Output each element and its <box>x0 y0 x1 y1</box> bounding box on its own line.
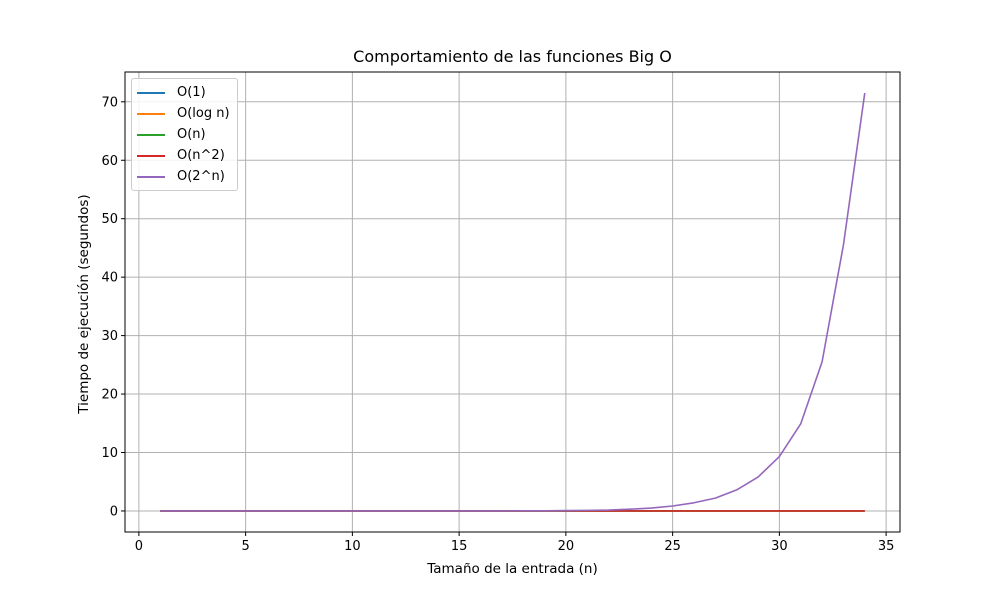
legend-item-o-n-2: O(n^2) <box>137 145 230 166</box>
x-tick-label: 20 <box>558 539 575 554</box>
x-tick-label: 35 <box>878 539 895 554</box>
y-tick-label: 60 <box>101 154 118 169</box>
y-axis-label: Tiempo de ejecución (segundos) <box>76 194 92 414</box>
x-tick-label: 10 <box>344 539 361 554</box>
legend: O(1) O(log n) O(n) O(n^2) O(2^n) <box>131 78 238 191</box>
chart-title: Comportamiento de las funciones Big O <box>353 47 672 66</box>
y-tick-label: 20 <box>101 388 118 403</box>
y-tick-label: 30 <box>101 329 118 344</box>
x-tick-label: 0 <box>135 539 143 554</box>
plot-frame <box>124 71 901 533</box>
legend-item-o-1: O(1) <box>137 82 230 103</box>
legend-swatch <box>137 133 165 136</box>
legend-label: O(1) <box>177 85 206 100</box>
x-axis-label: Tamaño de la entrada (n) <box>427 561 598 577</box>
legend-item-o-log-n: O(log n) <box>137 103 230 124</box>
y-tick-label: 40 <box>101 271 118 286</box>
legend-label: O(log n) <box>177 106 230 121</box>
y-tick-label: 0 <box>110 504 118 519</box>
legend-label: O(n) <box>177 127 206 142</box>
x-tick-label: 30 <box>771 539 788 554</box>
legend-item-o-2-n: O(2^n) <box>137 166 230 187</box>
legend-label: O(n^2) <box>177 148 225 163</box>
legend-item-o-n: O(n) <box>137 124 230 145</box>
legend-swatch <box>137 175 165 178</box>
y-tick-label: 70 <box>101 95 118 110</box>
x-tick-label: 15 <box>451 539 468 554</box>
legend-swatch <box>137 112 165 115</box>
y-tick-label: 10 <box>101 446 118 461</box>
series-line-o-2-n <box>160 92 866 512</box>
legend-swatch <box>137 91 165 94</box>
legend-label: O(2^n) <box>177 169 225 184</box>
x-tick-label: 25 <box>664 539 681 554</box>
y-tick-label: 50 <box>101 212 118 227</box>
x-tick-label: 5 <box>241 539 249 554</box>
legend-swatch <box>137 154 165 157</box>
